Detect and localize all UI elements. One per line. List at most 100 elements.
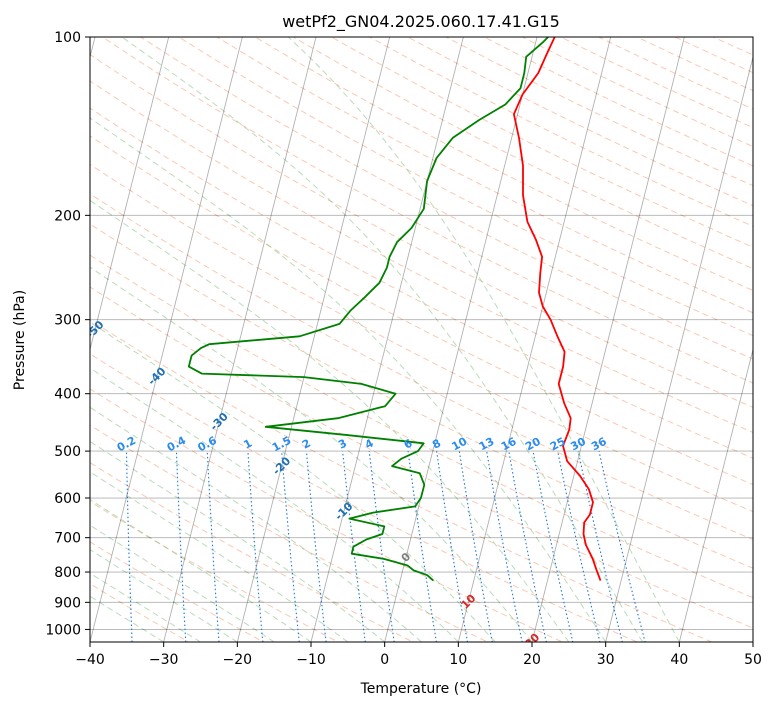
- moist-adiabat: [121, 37, 643, 642]
- mixing-ratio-line: [577, 450, 623, 642]
- mixing-ratio-line: [436, 451, 469, 642]
- dry-adiabat: [216, 37, 753, 314]
- mixing-ratio-label: 13: [477, 435, 497, 454]
- y-tick-label: 900: [54, 595, 81, 611]
- x-tick-label: −40: [75, 652, 105, 668]
- moist-adiabat: [90, 406, 422, 642]
- chart-title: wetPf2_GN04.2025.060.17.41.G15: [282, 12, 560, 32]
- mixing-ratio-line: [342, 451, 366, 642]
- moist-adiabat: [90, 549, 238, 642]
- x-axis-label: Temperature (°C): [360, 681, 482, 697]
- mixing-ratio-line: [532, 450, 574, 642]
- y-axis-label: Pressure (hPa): [12, 290, 28, 390]
- mixing-ratio-line: [368, 451, 395, 642]
- plot-background: [90, 37, 753, 642]
- x-tick-label: 20: [523, 652, 541, 668]
- moist-adiabat: [90, 117, 607, 642]
- x-tick-label: 0: [380, 652, 389, 668]
- moist-adiabat: [90, 524, 275, 642]
- moist-adiabat: [90, 471, 349, 642]
- dry-adiabat: [331, 37, 753, 248]
- y-tick-label: 500: [54, 444, 81, 460]
- dry-adiabat: [90, 107, 753, 459]
- mixing-ratio-line: [175, 451, 187, 642]
- dewpoint-profile: [187, 37, 549, 582]
- x-tick-label: −20: [223, 652, 253, 668]
- y-tick-label: 600: [54, 491, 81, 507]
- moist-adiabat: [90, 321, 496, 642]
- moist-adiabat: [90, 440, 385, 642]
- moist-adiabat: [90, 367, 459, 642]
- dry-adiabat: [140, 37, 753, 360]
- isotherm-label: 0: [399, 550, 414, 565]
- x-tick-label: −30: [149, 652, 179, 668]
- x-tick-label: 50: [744, 652, 762, 668]
- dry-adiabat: [102, 37, 753, 384]
- dry-adiabat: [90, 319, 713, 642]
- y-tick-label: 400: [54, 387, 81, 403]
- isotherm-label: -50: [83, 318, 106, 341]
- x-axis: −40 −30 −20 −10 0 10 20 30 40 50: [75, 642, 762, 668]
- dry-adiabat: [90, 286, 753, 629]
- dry-adiabat: [751, 37, 753, 39]
- mixing-ratio-label: 25: [548, 435, 568, 454]
- isotherm-line: [605, 55, 753, 642]
- moist-adiabat: [90, 498, 312, 642]
- dry-adiabat: [90, 163, 753, 513]
- dry-adiabat: [90, 501, 340, 642]
- mixing-ratio-label: 20: [523, 435, 543, 454]
- dry-adiabat: [90, 80, 753, 434]
- dry-adiabat: [483, 37, 753, 167]
- isotherm-line: [531, 37, 685, 642]
- dry-adiabat: [445, 37, 753, 187]
- plot-series: [187, 37, 602, 582]
- temperature-profile: [513, 37, 602, 581]
- isotherm-label: 30: [585, 675, 605, 695]
- isotherm-line: [752, 640, 753, 642]
- isotherm-label: -60: [23, 267, 46, 290]
- dry-adiabat: [90, 583, 190, 642]
- y-axis: 100 200 300 400 500 600 700 800 900 1000: [45, 30, 90, 638]
- mixing-ratio-label: 3: [336, 437, 349, 452]
- isotherm-line: [384, 37, 538, 642]
- mixing-ratio-line: [458, 451, 493, 642]
- dry-adiabat: [90, 462, 415, 642]
- plot-frame: [89, 36, 754, 643]
- dry-adiabat: [90, 254, 753, 599]
- mixing-ratio-label: 30: [568, 435, 588, 454]
- dry-adiabat: [90, 53, 753, 408]
- mixing-ratio-line: [305, 451, 327, 642]
- dry-adiabat: [636, 37, 753, 92]
- isotherm-line: [90, 37, 170, 352]
- moist-adiabat: [287, 37, 680, 642]
- mixing-ratio-line: [598, 450, 646, 642]
- dry-adiabat: [90, 353, 639, 642]
- isotherm-label: -20: [270, 454, 293, 477]
- y-tick-label: 200: [54, 208, 81, 224]
- mixing-ratio-label: 10: [450, 435, 470, 454]
- isotherm-label: 20: [522, 631, 542, 651]
- mixing-ratio-line: [125, 451, 133, 642]
- mixing-ratio-line: [486, 451, 523, 642]
- mixing-ratio-line: [557, 450, 601, 642]
- moist-adiabat: [90, 266, 533, 642]
- y-tick-label: 300: [54, 313, 81, 329]
- x-tick-label: 30: [597, 652, 615, 668]
- y-tick-label: 100: [54, 30, 81, 46]
- isotherm-label: -40: [145, 365, 168, 388]
- mixing-ratio-label: 8: [430, 437, 443, 452]
- moist-adiabat: [90, 572, 201, 642]
- x-tick-label: −10: [296, 652, 326, 668]
- moist-adiabat: [90, 199, 570, 642]
- mixing-ratio-line: [247, 451, 264, 642]
- dry-adiabat: [178, 37, 753, 337]
- mixing-ratio-label: 36: [589, 435, 609, 454]
- dry-adiabat: [90, 193, 753, 541]
- dry-adiabat: [90, 223, 753, 569]
- mixing-ratio-label: 0.1: [68, 434, 91, 455]
- isotherm-line: [678, 347, 753, 642]
- isotherm-line: [310, 37, 464, 642]
- y-tick-label: 1000: [45, 622, 81, 638]
- dry-adiabat: [90, 541, 265, 642]
